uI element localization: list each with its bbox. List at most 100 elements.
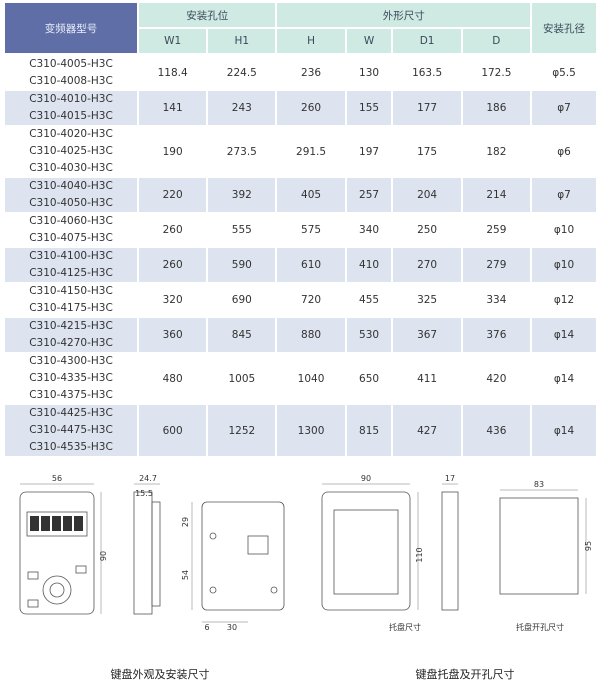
model: C310-4020-H3C [5, 125, 137, 143]
hole [209, 532, 217, 540]
button [75, 565, 87, 574]
hole [209, 586, 217, 594]
knob [42, 575, 72, 605]
dimension: 555 [208, 212, 276, 247]
dimension: 411 [393, 352, 461, 404]
dimension: 175 [393, 125, 461, 177]
dimension: 1300 [277, 404, 345, 456]
dim-label: 24.7 [139, 474, 157, 483]
dimension: 420 [462, 352, 530, 404]
dimension: 530 [346, 317, 392, 352]
dimension: 1252 [208, 404, 276, 456]
dimension: 367 [393, 317, 461, 352]
dimension: 360 [139, 317, 207, 352]
table-row: C310-4075-H3C [5, 230, 596, 247]
dimension: 243 [208, 90, 276, 125]
model: C310-4008-H3C [5, 73, 137, 90]
dimension: 600 [139, 404, 207, 456]
dimension: 163.5 [393, 55, 461, 90]
header-model: 变频器型号 [5, 3, 137, 55]
dimension: 141 [139, 90, 207, 125]
model: C310-4125-H3C [5, 265, 137, 282]
dim-label: 110 [415, 547, 424, 562]
dim-label: 6 [204, 623, 209, 632]
dimension: 214 [462, 177, 530, 212]
dimension: 186 [462, 90, 530, 125]
dimension: 720 [277, 282, 345, 317]
dimension: 250 [393, 212, 461, 247]
header-outline: 外形尺寸 [277, 3, 530, 29]
model: C310-4535-H3C [5, 439, 137, 456]
model: C310-4075-H3C [5, 230, 137, 247]
model: C310-4040-H3C [5, 177, 137, 195]
drawings: 56 90 24.7 15.5 29 54 6 30 90 110 托盘尺寸 1… [19, 474, 593, 681]
dimension: 815 [346, 404, 392, 456]
table-row: C310-4175-H3C [5, 300, 596, 317]
model: C310-4100-H3C [5, 247, 137, 265]
dimension: 436 [462, 404, 530, 456]
hole-size: φ12 [532, 282, 596, 317]
dimension: 610 [277, 247, 345, 282]
model: C310-4475-H3C [5, 422, 137, 439]
keypad-side-step [151, 501, 161, 607]
dimension: 220 [139, 177, 207, 212]
dimension: 172.5 [462, 55, 530, 90]
table-row: C310-4050-H3C [5, 195, 596, 212]
header-column: D1 [393, 29, 461, 55]
header-mount: 安装孔位 [139, 3, 276, 29]
dim-label: 30 [227, 623, 237, 632]
table-row: C310-4425-H3C 600 1252 1300 815 427 436 φ14 [5, 404, 596, 456]
dimension: 845 [208, 317, 276, 352]
table-row: C310-4010-H3C 141 243 260 155 177 186 φ7 [5, 90, 596, 125]
hole [270, 586, 278, 594]
dimension: 190 [139, 125, 207, 177]
dimension: 118.4 [139, 55, 207, 90]
dimension: 130 [346, 55, 392, 90]
caption: 键盘外观及安装尺寸 [111, 667, 210, 681]
model: C310-4030-H3C [5, 160, 137, 177]
hole-size: φ10 [532, 247, 596, 282]
header-column: W1 [139, 29, 207, 55]
table-row: C310-4030-H3C [5, 160, 596, 177]
hole-size: φ14 [532, 404, 596, 456]
dimension: 279 [462, 247, 530, 282]
dimension: 155 [346, 90, 392, 125]
header-column: W [346, 29, 392, 55]
model: C310-4270-H3C [5, 335, 137, 352]
dimension: 260 [139, 247, 207, 282]
keypad-back [201, 501, 285, 611]
dimension: 291.5 [277, 125, 345, 177]
table-row: C310-4335-H3C [5, 370, 596, 387]
dimension: 197 [346, 125, 392, 177]
table-row: C310-4005-H3C 118.4 224.5 236 130 163.5 172.5 φ… [5, 55, 596, 90]
caption: 键盘托盘及开孔尺寸 [416, 667, 515, 681]
cutout [499, 497, 579, 595]
dimension: 260 [139, 212, 207, 247]
dim-label: 95 [584, 541, 593, 551]
table-row: C310-4020-H3C 190 273.5 291.5 197 175 182 φ6 [5, 125, 596, 177]
tray-label: 托盘尺寸 [389, 622, 421, 632]
dimension: 427 [393, 404, 461, 456]
dimension: 1040 [277, 352, 345, 404]
table-row: C310-4100-H3C 260 590 610 410 270 279 φ10 [5, 247, 596, 282]
tray-side [441, 491, 459, 611]
table-row: C310-4215-H3C 360 845 880 530 367 376 φ14 [5, 317, 596, 352]
model: C310-4010-H3C [5, 90, 137, 108]
tray [321, 491, 411, 611]
dimension: 480 [139, 352, 207, 404]
header-hole: 安装孔径 [532, 3, 596, 55]
table-row: C310-4475-H3C [5, 422, 596, 439]
tray-window [333, 509, 399, 595]
cutout-label: 托盘开孔尺寸 [516, 622, 564, 632]
button [27, 571, 39, 580]
dimension: 650 [346, 352, 392, 404]
display [26, 511, 88, 537]
header-column: D [462, 29, 530, 55]
hole-size: φ7 [532, 90, 596, 125]
dim-label: 29 [181, 517, 190, 527]
spec-table: 变频器型号 安装孔位 外形尺寸 安装孔径 W1 H1 H W D1 D C310-4005… [3, 3, 598, 456]
model: C310-4015-H3C [5, 108, 137, 125]
dim-label: 17 [445, 474, 455, 483]
dimension: 260 [277, 90, 345, 125]
